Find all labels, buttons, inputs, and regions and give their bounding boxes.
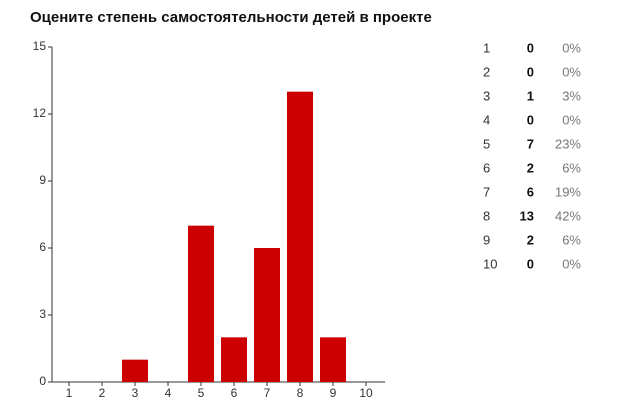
bar (254, 248, 280, 382)
table-share: 6% (562, 160, 581, 175)
table-share: 0% (562, 112, 581, 127)
bar (122, 359, 148, 382)
x-tick-label: 1 (66, 386, 73, 400)
table-share: 42% (555, 208, 581, 223)
x-tick-label: 4 (165, 386, 172, 400)
x-tick-label: 3 (132, 386, 139, 400)
table-count: 6 (527, 184, 534, 199)
table-share: 23% (555, 136, 581, 151)
y-tick-label: 3 (39, 307, 46, 321)
y-tick-label: 15 (33, 39, 47, 53)
x-tick-label: 5 (198, 386, 205, 400)
x-tick-label: 8 (297, 386, 304, 400)
table-share: 0% (562, 40, 581, 55)
table-category: 2 (483, 64, 490, 79)
x-tick-label: 7 (264, 386, 271, 400)
table-category: 6 (483, 160, 490, 175)
table-category: 1 (483, 40, 490, 55)
x-tick-label: 6 (231, 386, 238, 400)
x-tick-label: 10 (359, 386, 373, 400)
table-count: 2 (527, 232, 534, 247)
y-tick-label: 9 (39, 173, 46, 187)
table-share: 3% (562, 88, 581, 103)
table-count: 1 (527, 88, 534, 103)
y-tick-label: 6 (39, 240, 46, 254)
table-share: 6% (562, 232, 581, 247)
table-count: 13 (520, 208, 534, 223)
table-category: 8 (483, 208, 490, 223)
y-tick-label: 12 (33, 106, 47, 120)
x-tick-label: 9 (330, 386, 337, 400)
table-share: 19% (555, 184, 581, 199)
y-tick-label: 0 (39, 374, 46, 388)
table-category: 5 (483, 136, 490, 151)
bar (320, 337, 346, 382)
table-category: 10 (483, 256, 497, 271)
bar (287, 91, 313, 383)
table-count: 0 (527, 64, 534, 79)
table-category: 3 (483, 88, 490, 103)
table-category: 9 (483, 232, 490, 247)
table-category: 4 (483, 112, 490, 127)
x-tick-label: 2 (99, 386, 106, 400)
table-count: 7 (527, 136, 534, 151)
bar (221, 337, 247, 382)
table-share: 0% (562, 64, 581, 79)
bar (188, 225, 214, 382)
table-count: 0 (527, 40, 534, 55)
table-count: 0 (527, 256, 534, 271)
table-category: 7 (483, 184, 490, 199)
table-count: 0 (527, 112, 534, 127)
chart-title: Оцените степень самостоятельности детей … (30, 9, 432, 26)
table-share: 0% (562, 256, 581, 271)
table-count: 2 (527, 160, 534, 175)
